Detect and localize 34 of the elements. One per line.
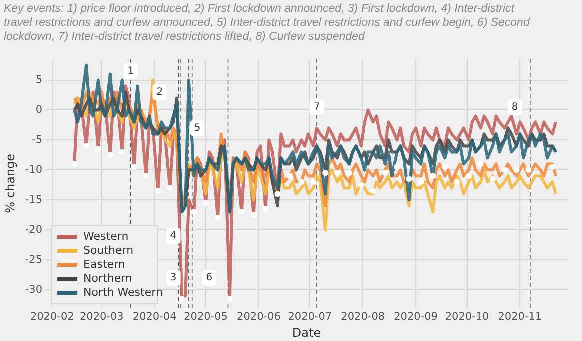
annotation: 1 — [128, 66, 134, 77]
annotation: 2 — [156, 86, 164, 98]
legend-label: North Western — [84, 286, 163, 299]
y-tick-label: -30 — [25, 284, 43, 296]
x-tick-label: 2020-03 — [80, 311, 124, 324]
chart-title: Key events: 1) price floor introduced, 2) First lockdown announced, 3) First lockdown, 4) Inter-district travel restrictions and curfew announced, 5) Inter-district travel restrictions and curfew begin, 6) Second lockdown, 7) Inter-district travel restrictions lifted, 8) Curfew suspended — [4, 2, 532, 44]
y-tick-label: 5 — [36, 74, 43, 86]
x-tick-label: 2020-02 — [30, 311, 74, 324]
annotation: 3 — [170, 272, 177, 284]
x-tick-label: 2020-07 — [288, 311, 332, 324]
y-tick-label: -10 — [25, 164, 43, 176]
legend-label: Southern — [84, 244, 134, 257]
y-tick-label: -5 — [32, 134, 43, 146]
y-tick-label: -25 — [25, 254, 43, 266]
annotation: 4 — [170, 230, 177, 242]
annotation: 6 — [206, 272, 213, 284]
legend-label: Northern — [84, 272, 132, 285]
annotation: 7 — [314, 102, 320, 113]
legend-label: Eastern — [84, 258, 126, 271]
y-axis-title: % change — [3, 154, 18, 214]
y-tick-label: -20 — [25, 224, 43, 236]
x-axis-title: Date — [292, 326, 322, 340]
y-tick-label: 0 — [36, 104, 43, 116]
x-tick-label: 2020-05 — [184, 311, 228, 324]
x-tick-label: 2020-04 — [132, 311, 178, 324]
x-tick-label: 2020-11 — [498, 311, 542, 324]
x-tick-label: 2020-06 — [237, 311, 282, 324]
x-tick-label: 2020-10 — [445, 311, 490, 324]
legend-label: Western — [84, 230, 129, 243]
x-tick-label: 2020-09 — [394, 311, 438, 324]
x-tick-label: 2020-08 — [341, 311, 386, 324]
annotation: 8 — [512, 102, 518, 113]
y-tick-label: -15 — [25, 194, 43, 206]
annotation: 5 — [194, 122, 201, 134]
